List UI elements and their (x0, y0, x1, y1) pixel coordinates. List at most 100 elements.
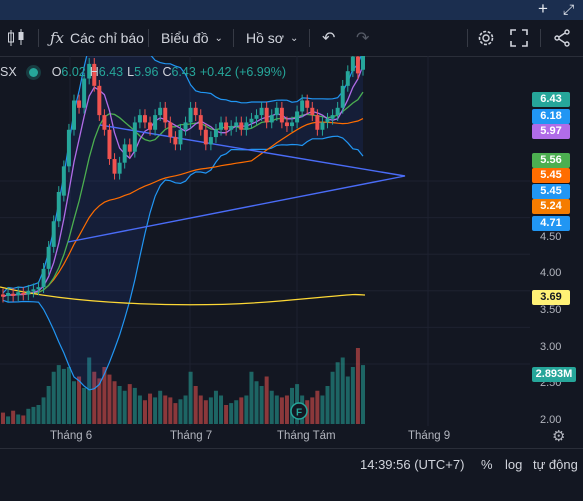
volume-bar (127, 384, 132, 424)
time-axis-label: Tháng 9 (408, 430, 451, 442)
candle-body (183, 122, 188, 130)
log-toggle[interactable]: log (505, 457, 523, 472)
ma-fast-tag: 5.97 (532, 124, 570, 139)
candle-body (219, 122, 224, 130)
candle-body (153, 115, 158, 130)
candle-body (46, 246, 51, 269)
volume-bar (355, 348, 360, 424)
settings-button[interactable] (476, 20, 496, 56)
candle-body (127, 144, 132, 152)
volume-bar (11, 410, 16, 424)
volume-bar (188, 371, 193, 424)
candle-body (284, 122, 289, 127)
toolbar-separator (467, 29, 468, 47)
candle-body (361, 56, 365, 70)
clock-readout[interactable]: 14:39:56 (UTC+7) (360, 457, 465, 472)
bollinger-lower-line (2, 135, 364, 391)
volume-bar (117, 386, 122, 424)
event-marker-label: F (296, 408, 302, 419)
volume-bar (82, 387, 87, 424)
profile-button[interactable]: Hồ sơ ⌄ (246, 20, 298, 56)
volume-bar (279, 397, 284, 424)
candle-body (132, 122, 137, 152)
fullscreen-button[interactable] (510, 20, 528, 56)
candle-body (335, 107, 340, 116)
price-axis-label: 3.50 (540, 304, 562, 316)
candle-body (300, 100, 305, 112)
volume-bar (345, 376, 350, 424)
volume-bar (56, 365, 61, 424)
volume-bar (203, 400, 208, 424)
candle-body (295, 111, 300, 123)
volume-bar (77, 376, 82, 424)
candle-body (208, 137, 213, 145)
symbol-label[interactable]: SX (0, 65, 17, 79)
volume-bar (142, 400, 147, 424)
candle-body (92, 63, 97, 86)
settings-icon[interactable]: ⚙ (552, 428, 566, 445)
price-chart[interactable]: F (0, 56, 583, 448)
undo-button[interactable]: ↶ (322, 20, 335, 56)
candle-body (290, 122, 295, 127)
bollinger-fill (3, 56, 363, 390)
chevron-down-icon: ⌄ (289, 32, 299, 44)
volume-bar (107, 374, 112, 424)
candle-body (51, 221, 56, 247)
window-top-strip: + ⤢ (0, 0, 583, 20)
volume-bar (213, 390, 218, 424)
candle-body (320, 122, 325, 130)
high-value: 6.43 (98, 65, 124, 79)
candle-body (173, 137, 178, 145)
volume-bar (66, 367, 71, 424)
price-axis-label: 2.00 (540, 414, 562, 426)
candle-body (6, 292, 11, 296)
share-button[interactable] (553, 20, 571, 56)
volume-bar (148, 393, 153, 424)
candle-body (198, 115, 203, 130)
function-icon: ƒx (50, 29, 65, 47)
percent-toggle[interactable]: % (481, 457, 493, 472)
candlestick-glyph (8, 29, 24, 46)
candle-body (97, 85, 102, 116)
volume-bar (320, 395, 325, 424)
auto-scale-toggle[interactable]: tự động (533, 457, 578, 472)
toolbar-separator (309, 29, 310, 47)
candles-icon[interactable] (6, 20, 28, 56)
volume-bar (335, 362, 340, 424)
redo-button[interactable]: ↷ (356, 20, 369, 56)
time-axis-label: Tháng Tám (277, 430, 336, 442)
candle-body (26, 290, 31, 295)
candle-body (203, 129, 208, 145)
volume-bar (97, 378, 102, 424)
volume-bar (259, 386, 264, 424)
volume-bar (254, 381, 259, 424)
close-value: 6.43 (171, 65, 196, 79)
volume-bar (224, 405, 229, 424)
candle-body (102, 115, 107, 130)
candle-body (137, 115, 142, 123)
indicators-button[interactable]: ƒx Các chỉ báo (50, 20, 144, 56)
expand-icon[interactable]: ⤢ (563, 1, 575, 17)
candle-body (61, 166, 66, 196)
volume-bar (284, 395, 289, 424)
volume-bar (310, 397, 315, 424)
volume-bar (26, 408, 31, 424)
volume-tag: 2.893M (532, 367, 576, 382)
low-value: 5.96 (134, 65, 159, 79)
candle-body (249, 118, 254, 123)
candle-body (11, 293, 16, 296)
chart-type-button[interactable]: Biểu đồ ⌄ (161, 20, 223, 56)
candle-body (350, 56, 355, 72)
volume-bar (61, 368, 66, 424)
ma-fast-line (2, 65, 364, 298)
candle-body (279, 107, 284, 123)
volume-bar (92, 371, 97, 424)
profile-label: Hồ sơ (246, 30, 284, 46)
add-icon[interactable]: + (538, 0, 548, 18)
candle-body (71, 100, 76, 130)
open-value: 6.02 (61, 65, 86, 79)
ma-slow-tag: 5.24 (532, 199, 570, 214)
event-marker-circle (290, 402, 308, 420)
chart-toolbar: ƒx Các chỉ báo Biểu đồ ⌄ Hồ sơ ⌄ ↶ ↷ (0, 20, 583, 57)
candle-body (269, 115, 274, 123)
